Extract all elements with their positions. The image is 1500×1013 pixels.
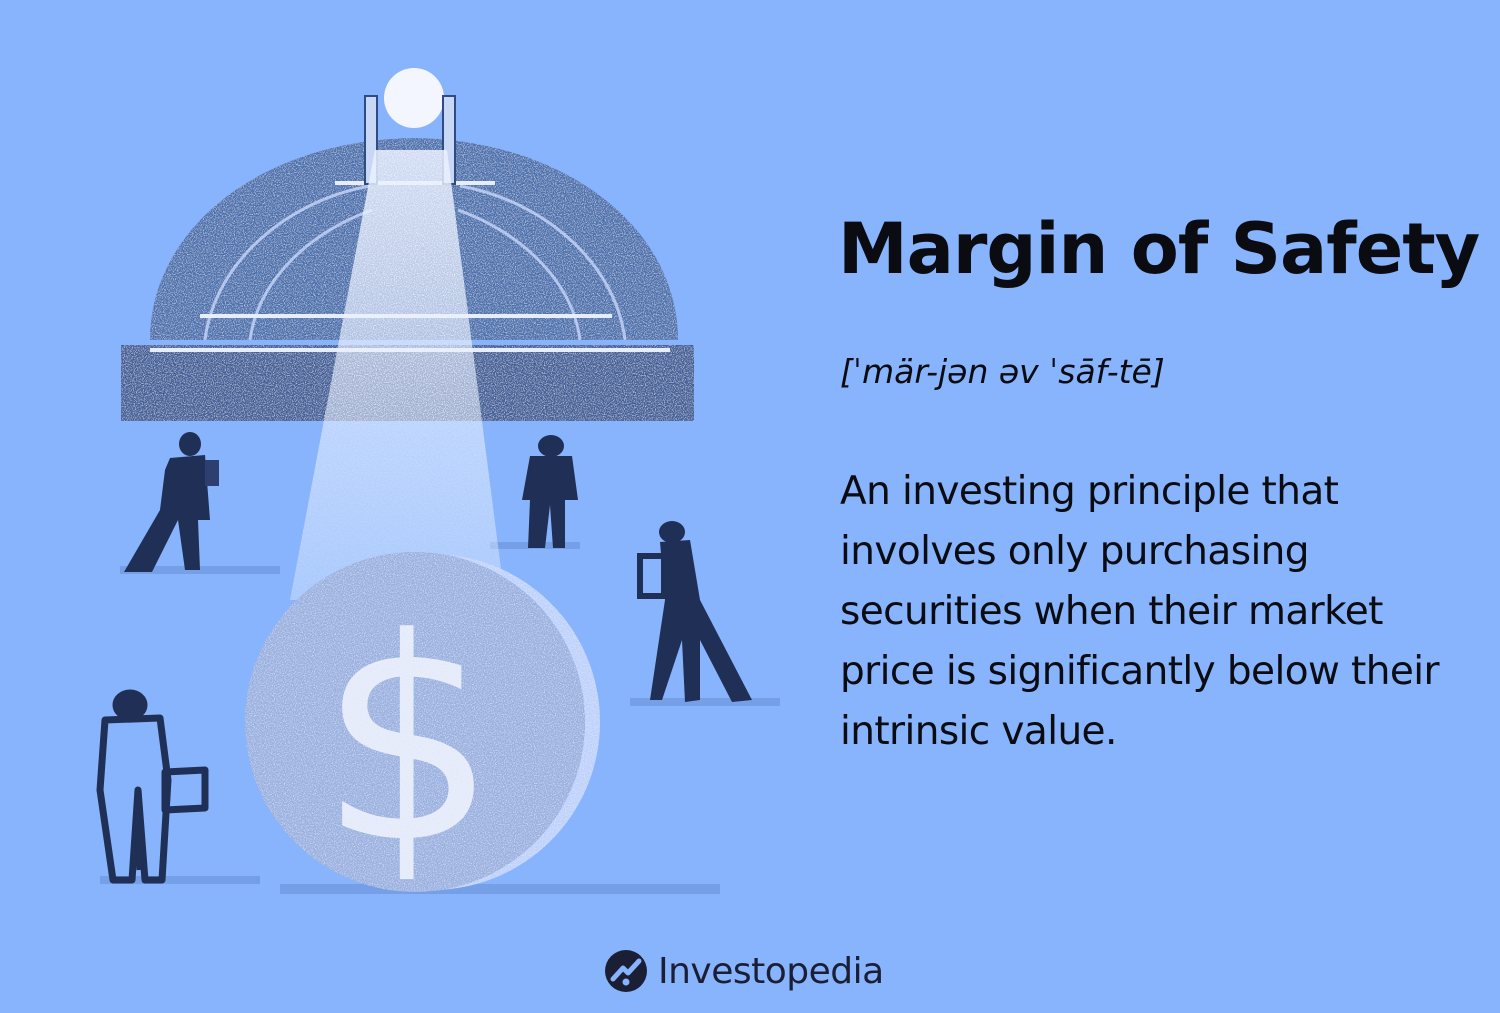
term-title: Margin of Safety <box>838 208 1480 290</box>
margin-of-safety-illustration: $ <box>96 68 780 905</box>
term-definition: An investing principle that involves onl… <box>840 469 1440 754</box>
person-standing-coat <box>522 435 578 548</box>
brand-name: Investopedia <box>658 950 884 992</box>
coin <box>245 552 600 892</box>
dome-light-icon <box>384 68 444 128</box>
term-pronunciation: [ˈmär-jən əv ˈsāf-tē] <box>840 352 1165 391</box>
person-walking-phone <box>124 432 219 572</box>
coin-dollar-sign: $ <box>319 579 497 905</box>
dome-highlights <box>203 184 627 341</box>
investopedia-logo-icon <box>605 950 647 992</box>
person-leaning-briefcase <box>637 521 752 702</box>
person-outline-briefcase <box>96 689 209 884</box>
brand-footer: Investopedia <box>604 946 884 996</box>
light-beam <box>290 150 505 600</box>
